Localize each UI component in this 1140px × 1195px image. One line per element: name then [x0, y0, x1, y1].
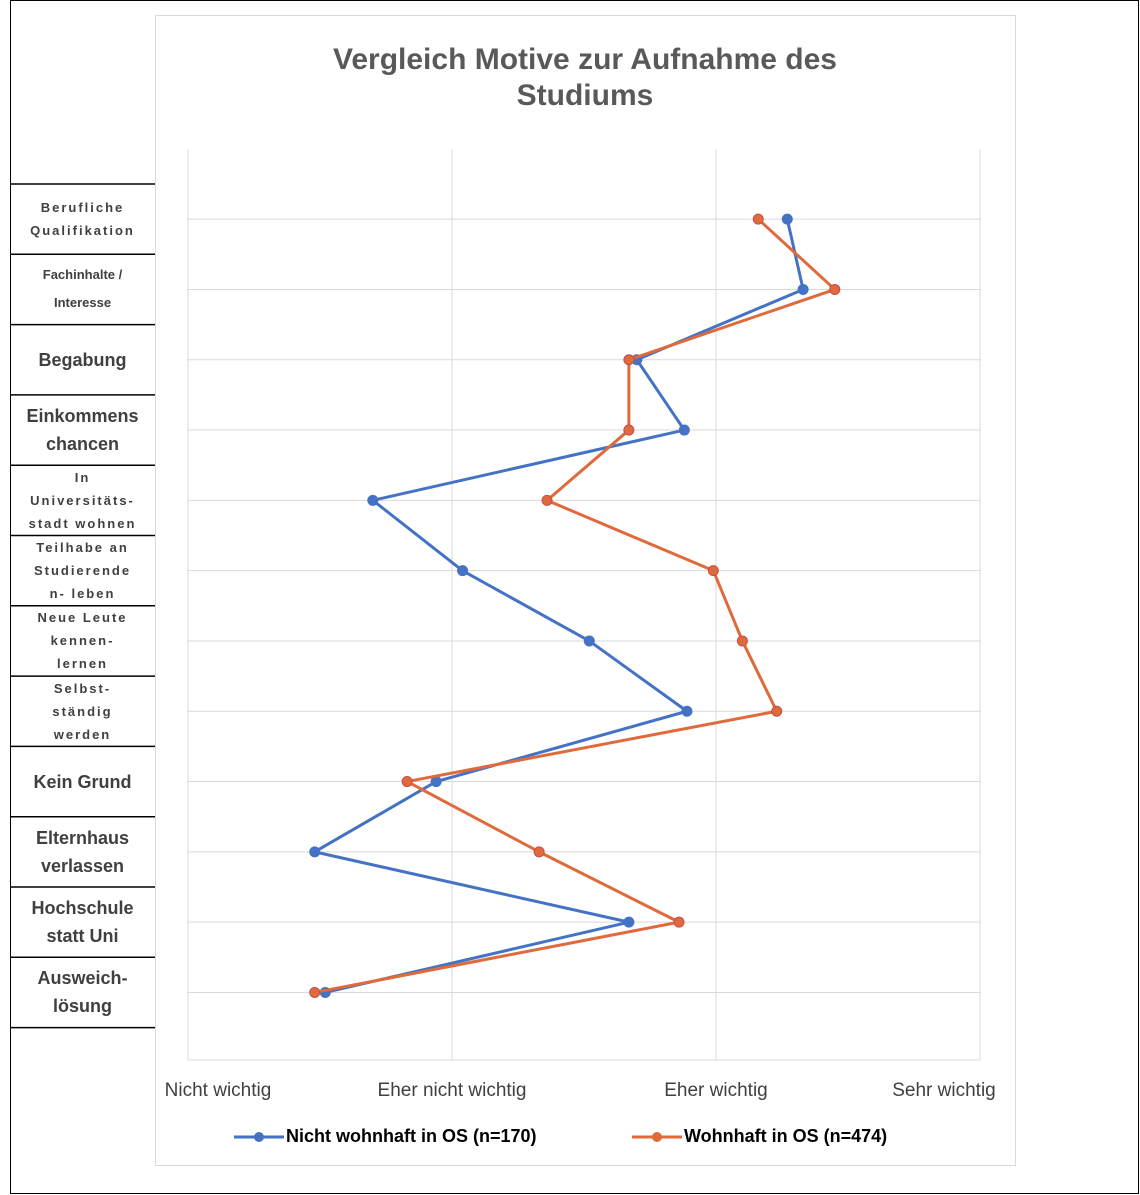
category-label: Elternhaus verlassen	[35, 827, 130, 876]
point	[623, 916, 635, 928]
point	[797, 283, 809, 295]
x-tick-label: Nicht wichtig	[165, 1080, 272, 1101]
point	[623, 424, 635, 436]
x-tick-label: Eher nicht wichtig	[378, 1080, 527, 1101]
point	[771, 705, 783, 717]
point	[401, 776, 413, 788]
outer-frame	[10, 0, 1139, 1194]
category-label: Kein Grund	[33, 771, 132, 792]
point	[681, 705, 693, 717]
legend-swatch	[652, 1132, 662, 1142]
category-label: Selbst- ständig werden	[52, 680, 113, 742]
point	[541, 494, 553, 506]
point	[309, 846, 321, 858]
point	[752, 213, 764, 225]
point	[673, 916, 685, 928]
point	[367, 494, 379, 506]
chart-frame	[155, 15, 1016, 1166]
point	[583, 635, 595, 647]
category-label: Fachinhalte / Interesse	[42, 267, 123, 311]
category-label: Berufliche Qualifikation	[30, 200, 135, 239]
legend-swatch	[254, 1132, 264, 1142]
x-tick-label: Eher wichtig	[664, 1080, 768, 1101]
chart-title: Vergleich Motive zur Aufnahme des Studiu…	[332, 43, 837, 112]
category-label: Teilhabe an Studierende n- leben	[33, 540, 132, 602]
point	[736, 635, 748, 647]
x-tick-label: Sehr wichtig	[892, 1080, 996, 1101]
legend-label: Wohnhaft in OS (n=474)	[684, 1126, 887, 1146]
point	[623, 354, 635, 366]
category-label: Ausweich- lösung	[37, 968, 128, 1017]
category-label: Einkommens chancen	[26, 406, 139, 455]
category-label: Hochschule statt Uni	[31, 898, 134, 947]
legend-label: Nicht wohnhaft in OS (n=170)	[286, 1126, 537, 1146]
category-label: In Universitäts- stadt wohnen	[28, 469, 137, 531]
point	[457, 565, 469, 577]
series-line	[314, 218, 837, 994]
category-label: Begabung	[38, 349, 127, 370]
point	[707, 565, 719, 577]
point	[533, 846, 545, 858]
point	[781, 213, 793, 225]
category-label: Neue Leute kennen- lernen	[37, 610, 128, 672]
point	[829, 283, 841, 295]
point	[678, 424, 690, 436]
point	[309, 986, 321, 998]
